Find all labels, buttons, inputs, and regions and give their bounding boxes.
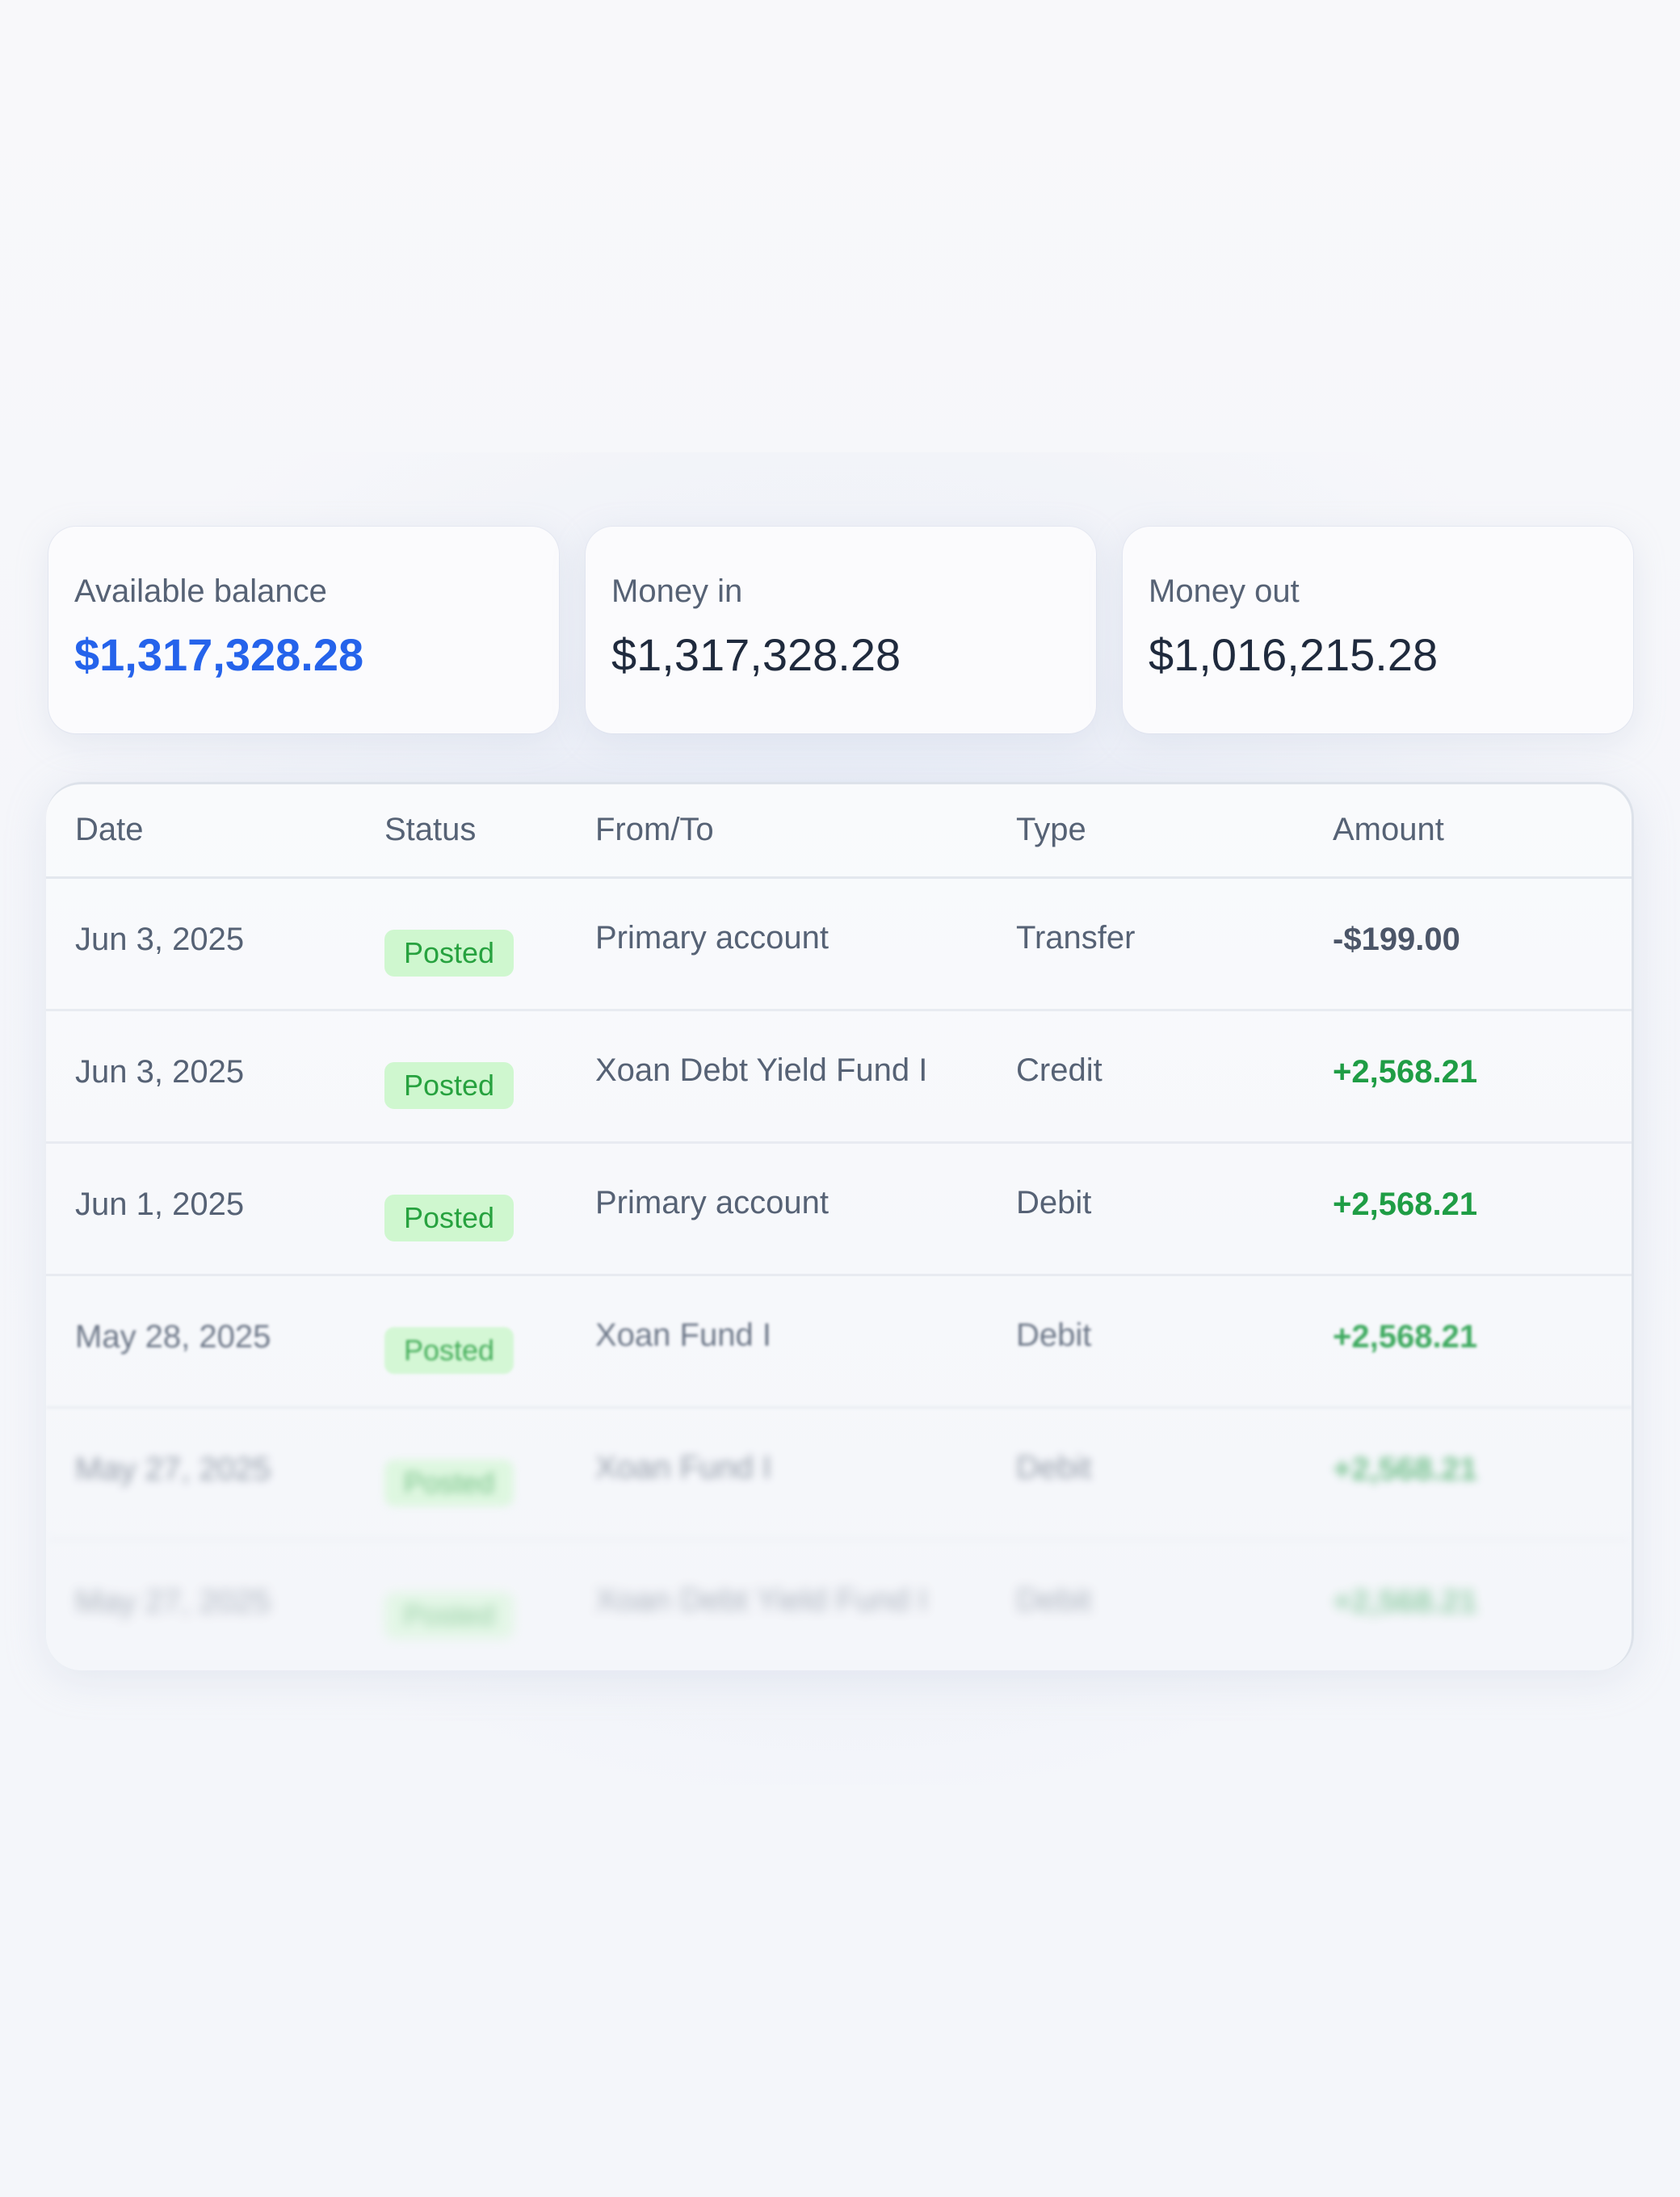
- column-header-type[interactable]: Type: [1016, 812, 1086, 847]
- table-row[interactable]: May 27, 2025 Posted Xoan Debt Yield Fund…: [46, 1539, 1632, 1670]
- status-badge: Posted: [384, 930, 514, 977]
- status-badge: Posted: [384, 1195, 514, 1241]
- table-row[interactable]: Jun 3, 2025 Posted Primary account Trans…: [46, 876, 1632, 1011]
- row-type: Credit: [1016, 1052, 1102, 1088]
- money-in-label: Money in: [611, 573, 743, 609]
- row-from-to: Primary account: [595, 1185, 829, 1220]
- row-type: Transfer: [1016, 920, 1136, 956]
- row-amount: +2,568.21: [1333, 1054, 1478, 1090]
- status-badge: Posted: [384, 1327, 514, 1374]
- row-type: Debit: [1016, 1450, 1092, 1485]
- status-badge: Posted: [384, 1460, 514, 1506]
- table-header: Date Status From/To Type Amount: [46, 784, 1632, 879]
- money-in-card: Money in $1,317,328.28: [586, 527, 1096, 733]
- available-balance-card: Available balance $1,317,328.28: [48, 527, 559, 733]
- row-amount: -$199.00: [1333, 922, 1460, 957]
- row-from-to: Xoan Fund I: [595, 1450, 771, 1485]
- row-date: Jun 3, 2025: [75, 922, 245, 957]
- money-out-value: $1,016,215.28: [1149, 629, 1438, 680]
- row-type: Debit: [1016, 1317, 1092, 1353]
- row-amount: +2,568.21: [1333, 1319, 1478, 1355]
- table-row[interactable]: May 27, 2025 Posted Xoan Fund I Debit +2…: [46, 1406, 1632, 1541]
- column-header-status[interactable]: Status: [384, 812, 477, 847]
- transactions-table: Date Status From/To Type Amount Jun 3, 2…: [46, 782, 1634, 1670]
- column-header-date[interactable]: Date: [75, 812, 144, 847]
- status-badge: Posted: [384, 1592, 514, 1639]
- available-balance-value: $1,317,328.28: [74, 629, 364, 680]
- status-badge: Posted: [384, 1062, 514, 1109]
- table-row[interactable]: Jun 1, 2025 Posted Primary account Debit…: [46, 1141, 1632, 1276]
- row-from-to: Xoan Debt Yield Fund I: [595, 1052, 928, 1088]
- row-from-to: Xoan Fund I: [595, 1317, 771, 1353]
- summary-cards: Available balance $1,317,328.28 Money in…: [48, 527, 1633, 733]
- table-row[interactable]: May 28, 2025 Posted Xoan Fund I Debit +2…: [46, 1274, 1632, 1409]
- row-amount: +2,568.21: [1333, 1187, 1478, 1222]
- row-from-to: Primary account: [595, 920, 829, 956]
- row-from-to: Xoan Debt Yield Fund I: [595, 1582, 928, 1618]
- row-date: May 27, 2025: [75, 1451, 271, 1487]
- money-in-value: $1,317,328.28: [611, 629, 901, 680]
- table-row[interactable]: Jun 3, 2025 Posted Xoan Debt Yield Fund …: [46, 1009, 1632, 1144]
- row-date: Jun 1, 2025: [75, 1187, 245, 1222]
- row-date: May 27, 2025: [75, 1584, 271, 1619]
- row-amount: +2,568.21: [1333, 1451, 1478, 1487]
- column-header-from-to[interactable]: From/To: [595, 812, 714, 847]
- money-out-card: Money out $1,016,215.28: [1123, 527, 1633, 733]
- row-date: May 28, 2025: [75, 1319, 271, 1355]
- row-date: Jun 3, 2025: [75, 1054, 245, 1090]
- available-balance-label: Available balance: [74, 573, 327, 609]
- row-type: Debit: [1016, 1582, 1092, 1618]
- row-amount: +2,568.21: [1333, 1584, 1478, 1619]
- column-header-amount[interactable]: Amount: [1333, 812, 1444, 847]
- row-type: Debit: [1016, 1185, 1092, 1220]
- money-out-label: Money out: [1149, 573, 1300, 609]
